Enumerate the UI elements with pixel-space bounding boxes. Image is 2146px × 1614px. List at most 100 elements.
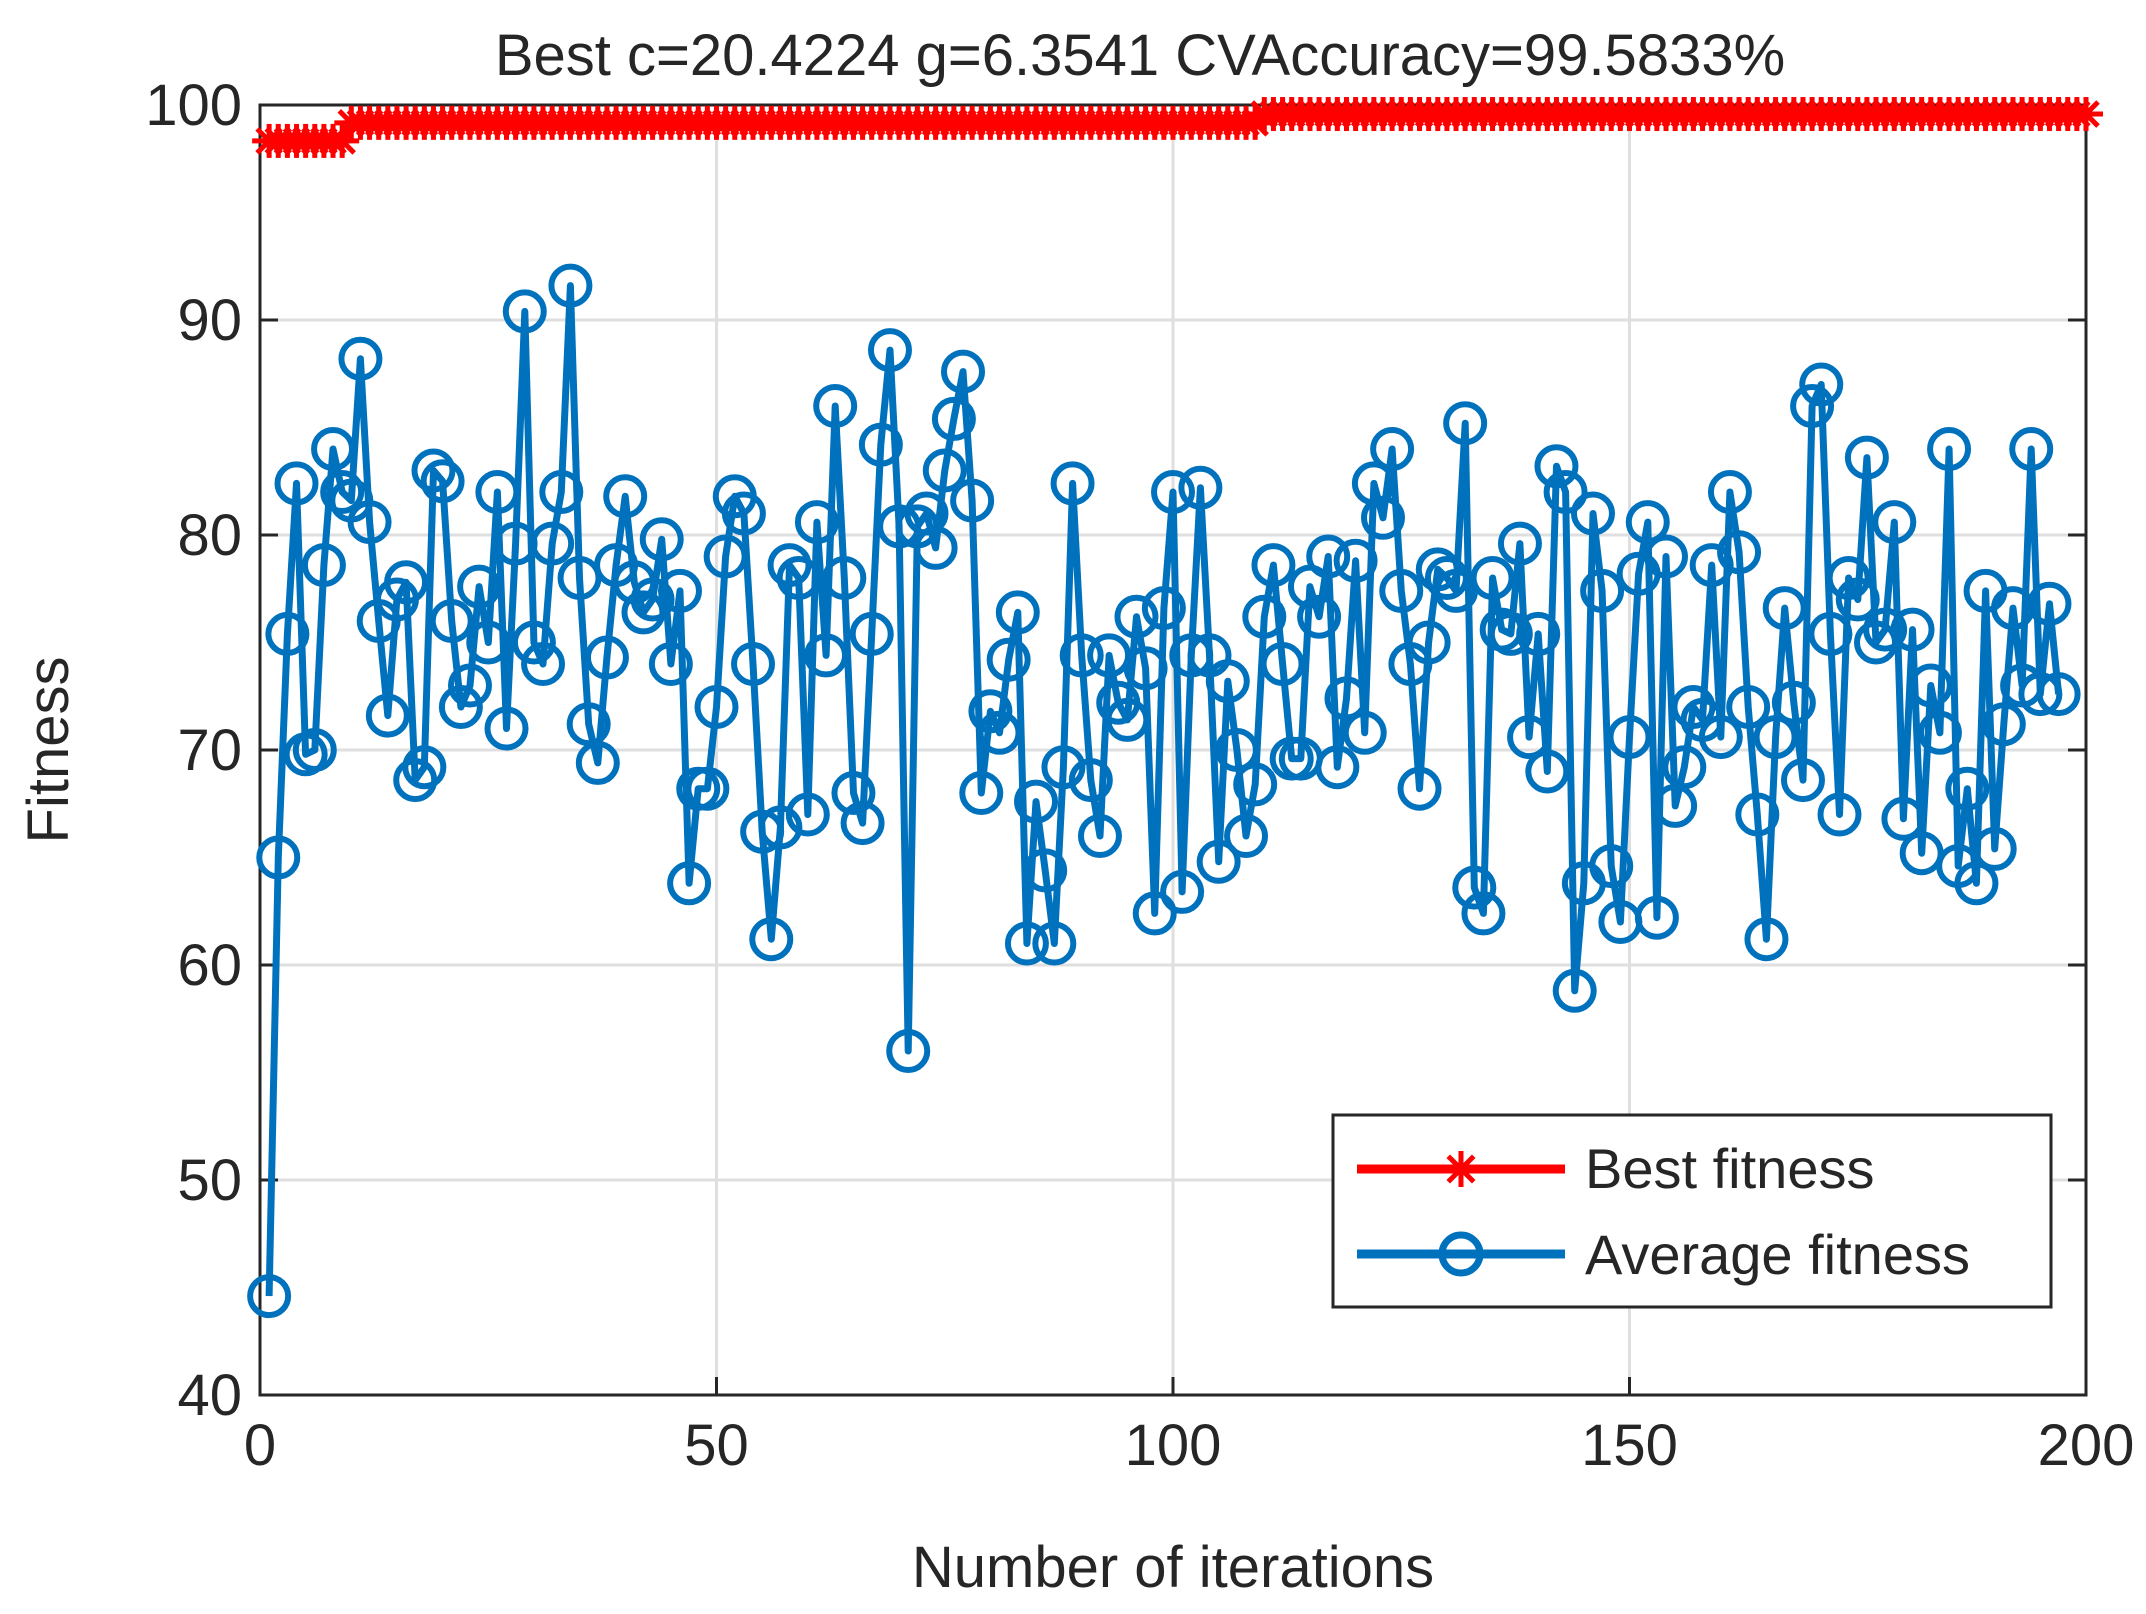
average-fitness-point bbox=[2036, 672, 2081, 717]
x-tick-label: 100 bbox=[1125, 1413, 1222, 1478]
average-fitness-point bbox=[877, 504, 922, 549]
average-fitness-point bbox=[867, 328, 912, 373]
average-fitness-point bbox=[1333, 538, 1378, 583]
average-fitness-point bbox=[1214, 728, 1259, 772]
average-fitness-point bbox=[1744, 917, 1789, 962]
average-fitness-point bbox=[1297, 594, 1342, 639]
average-fitness-point bbox=[1169, 633, 1214, 678]
average-fitness-point bbox=[311, 427, 356, 471]
average-fitness-point bbox=[959, 771, 1004, 815]
average-fitness-point bbox=[776, 556, 821, 600]
average-fitness-point bbox=[886, 1029, 931, 1073]
average-fitness-point bbox=[1014, 779, 1059, 824]
average-fitness-point bbox=[758, 805, 803, 850]
legend: Best fitness Average fitness bbox=[1331, 1113, 2053, 1309]
average-fitness-point bbox=[703, 534, 748, 579]
average-fitness-point bbox=[1662, 745, 1707, 790]
average-fitness-point bbox=[1790, 384, 1835, 428]
average-fitness-point bbox=[749, 917, 794, 962]
average-fitness-point bbox=[1160, 869, 1205, 914]
average-fitness-point bbox=[667, 861, 712, 906]
average-fitness-point bbox=[931, 396, 976, 441]
chart-title: Best c=20.4224 g=6.3541 CVAccuracy=99.58… bbox=[495, 23, 1785, 88]
average-fitness-point bbox=[941, 349, 986, 394]
average-fitness-point bbox=[740, 809, 785, 854]
average-fitness-point bbox=[1808, 611, 1853, 656]
average-fitness-point bbox=[1735, 792, 1780, 837]
average-fitness-point bbox=[320, 470, 365, 514]
average-fitness-point bbox=[1717, 530, 1762, 575]
average-fitness-point bbox=[648, 642, 693, 686]
y-tick-label: 100 bbox=[145, 73, 242, 138]
average-fitness-point bbox=[1954, 861, 1999, 906]
average-fitness-point bbox=[1397, 766, 1442, 811]
legend-box bbox=[1331, 1113, 2053, 1309]
average-fitness-point bbox=[1780, 758, 1825, 803]
average-fitness-point bbox=[1141, 586, 1186, 631]
average-fitness-point bbox=[1689, 543, 1734, 588]
average-fitness-point bbox=[1406, 620, 1451, 665]
average-fitness-point bbox=[1205, 659, 1250, 704]
asterisk-stroke bbox=[2072, 100, 2100, 128]
average-fitness-point bbox=[1707, 470, 1752, 514]
average-fitness-point bbox=[1927, 427, 1972, 471]
average-fitness-point bbox=[1589, 844, 1634, 889]
average-fitness-point bbox=[1178, 465, 1223, 510]
average-fitness-point bbox=[1799, 362, 1844, 407]
average-fitness-point bbox=[785, 792, 830, 837]
average-fitness-point bbox=[1844, 435, 1889, 480]
average-fitness-point bbox=[731, 642, 776, 686]
legend-asterisk bbox=[1443, 1151, 1479, 1187]
average-fitness-point bbox=[338, 336, 383, 381]
average-fitness-point bbox=[1059, 633, 1104, 678]
x-tick-label: 0 bbox=[244, 1413, 276, 1478]
average-fitness-point bbox=[1872, 500, 1917, 545]
average-fitness-point bbox=[1251, 543, 1296, 588]
average-fitness-point bbox=[1945, 766, 1990, 811]
average-fitness-point bbox=[429, 599, 474, 643]
average-fitness-point bbox=[603, 474, 648, 519]
average-fitness-point bbox=[1315, 745, 1360, 790]
x-tick-label: 50 bbox=[684, 1413, 749, 1478]
average-fitness-point bbox=[2018, 672, 2063, 717]
average-fitness-point bbox=[1023, 848, 1068, 893]
average-fitness-point bbox=[1543, 470, 1588, 514]
average-fitness-point bbox=[2027, 581, 2072, 626]
average-fitness-point bbox=[721, 491, 766, 536]
average-fitness-point bbox=[968, 689, 1013, 734]
average-fitness-point bbox=[1132, 891, 1177, 936]
average-fitness-point bbox=[1771, 680, 1816, 725]
average-fitness-point bbox=[1004, 921, 1049, 966]
y-tick-label: 40 bbox=[177, 1363, 242, 1428]
average-fitness-point bbox=[1607, 715, 1652, 760]
average-fitness-point bbox=[365, 693, 410, 738]
average-fitness-point bbox=[1470, 556, 1515, 600]
average-fitness-point bbox=[420, 459, 465, 504]
average-fitness-point bbox=[2009, 427, 2054, 471]
average-fitness-point bbox=[1580, 568, 1625, 613]
average-fitness-point bbox=[694, 685, 739, 729]
average-fitness-point bbox=[384, 560, 429, 605]
average-fitness-point bbox=[411, 448, 456, 493]
average-fitness-point bbox=[1826, 556, 1871, 600]
y-axis-ticks: 40 50 60 70 80 90 100 bbox=[145, 73, 2086, 1428]
average-fitness-point bbox=[511, 620, 556, 665]
average-fitness-point bbox=[1488, 611, 1533, 656]
average-fitness-point bbox=[1972, 826, 2017, 871]
average-fitness-point bbox=[256, 835, 301, 880]
average-fitness-point bbox=[1507, 715, 1552, 760]
average-fitness-point bbox=[977, 710, 1022, 755]
average-fitness-point bbox=[1981, 702, 2026, 747]
average-fitness-point bbox=[822, 556, 867, 600]
average-fitness-point bbox=[548, 263, 593, 308]
average-fitness-point bbox=[1698, 715, 1743, 760]
average-fitness-point bbox=[347, 500, 392, 545]
average-fitness-point bbox=[986, 637, 1031, 682]
average-fitness-point bbox=[849, 611, 894, 656]
average-fitness-point bbox=[1908, 663, 1953, 708]
average-fitness-point bbox=[1534, 444, 1579, 489]
average-fitness-point bbox=[1917, 710, 1962, 755]
average-fitness-point bbox=[813, 384, 858, 428]
y-tick-label: 60 bbox=[177, 933, 242, 998]
average-fitness-point bbox=[1360, 495, 1405, 540]
